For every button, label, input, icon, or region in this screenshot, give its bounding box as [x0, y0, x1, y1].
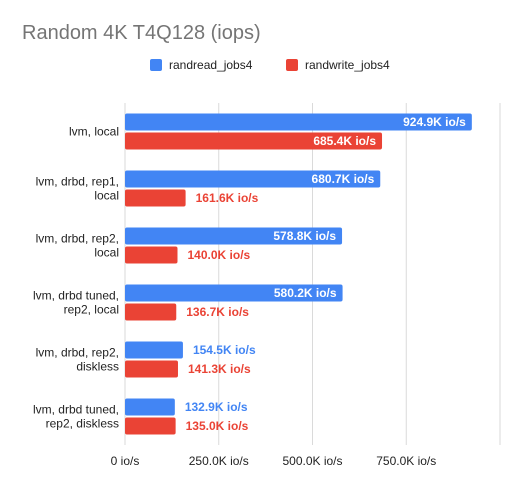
- data-label: 924.9K io/s: [403, 115, 466, 129]
- data-label: 141.3K io/s: [188, 362, 251, 376]
- data-label: 161.6K io/s: [196, 191, 259, 205]
- data-label: 132.9K io/s: [185, 400, 248, 414]
- chart-title: Random 4K T4Q128 (iops): [22, 22, 261, 44]
- bar-randread_jobs4: [125, 398, 175, 416]
- data-label: 580.2K io/s: [274, 286, 337, 300]
- y-category-label: lvm, local: [69, 125, 119, 139]
- y-category-label: lvm, drbd, rep2,: [36, 346, 119, 360]
- legend-item-randread: randread_jobs4: [150, 58, 252, 72]
- legend-item-randwrite: randwrite_jobs4: [286, 58, 390, 72]
- data-label: 140.0K io/s: [188, 248, 251, 262]
- data-label: 154.5K io/s: [193, 343, 256, 357]
- y-category-label: rep2, local: [64, 303, 119, 317]
- legend-label-randwrite: randwrite_jobs4: [305, 58, 390, 72]
- data-label: 685.4K io/s: [313, 134, 376, 148]
- bar-randwrite_jobs4: [125, 246, 178, 264]
- x-tick-label: 750.0K io/s: [376, 454, 436, 468]
- bar-randwrite_jobs4: [125, 189, 186, 207]
- y-category-label: lvm, drbd tuned,: [33, 403, 119, 417]
- bar-randread_jobs4: [125, 170, 381, 188]
- data-label: 680.7K io/s: [312, 172, 375, 186]
- bar-randwrite_jobs4: [125, 360, 178, 378]
- x-tick-label: 0 io/s: [111, 454, 140, 468]
- data-label: 578.8K io/s: [273, 229, 336, 243]
- y-category-label: lvm, drbd, rep2,: [36, 232, 119, 246]
- legend-swatch-randread: [150, 59, 162, 71]
- bar-randwrite_jobs4: [125, 132, 383, 150]
- y-category-label: rep2, diskless: [46, 417, 119, 431]
- data-label: 136.7K io/s: [186, 305, 249, 319]
- bar-randread_jobs4: [125, 341, 183, 359]
- bar-randwrite_jobs4: [125, 303, 177, 321]
- y-category-label: lvm, drbd, rep1,: [36, 175, 119, 189]
- legend-swatch-randwrite: [286, 59, 298, 71]
- legend-label-randread: randread_jobs4: [169, 58, 253, 72]
- bar-randread_jobs4: [125, 113, 472, 131]
- y-category-label: diskless: [76, 360, 119, 374]
- data-label: 135.0K io/s: [186, 419, 249, 433]
- y-category-label: local: [94, 246, 119, 260]
- y-category-label: local: [94, 189, 119, 203]
- bar-randread_jobs4: [125, 227, 343, 245]
- legend: randread_jobs4 randwrite_jobs4: [0, 58, 526, 80]
- bar-randread_jobs4: [125, 284, 343, 302]
- x-tick-label: 500.0K io/s: [282, 454, 342, 468]
- y-category-label: lvm, drbd tuned,: [33, 289, 119, 303]
- bar-randwrite_jobs4: [125, 417, 176, 435]
- x-tick-label: 250.0K io/s: [189, 454, 249, 468]
